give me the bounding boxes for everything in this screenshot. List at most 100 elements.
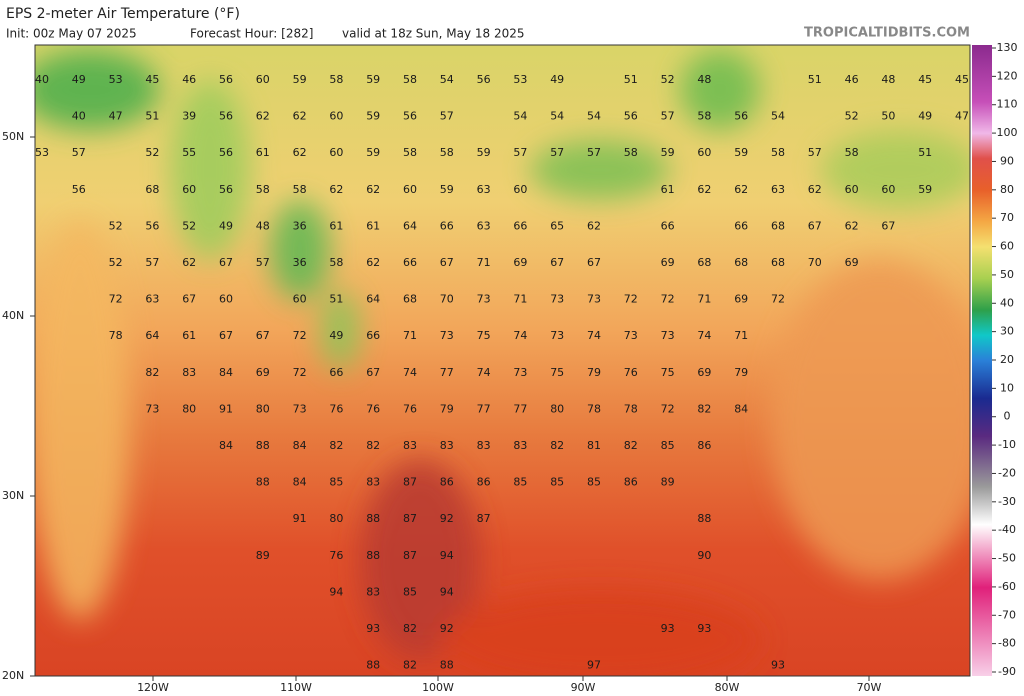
temperature-value: 82 xyxy=(366,439,380,452)
colorbar-label: 50 xyxy=(1000,268,1014,281)
temperature-value: 49 xyxy=(550,73,564,86)
temperature-value: 82 xyxy=(697,402,711,415)
temperature-value: 88 xyxy=(256,476,270,489)
temperature-value: 52 xyxy=(845,110,859,123)
temperature-value: 76 xyxy=(366,402,380,415)
temperature-value: 51 xyxy=(808,73,822,86)
temperature-value: 67 xyxy=(219,329,233,342)
temperature-value: 40 xyxy=(35,73,49,86)
temperature-value: 69 xyxy=(256,366,270,379)
temperature-value: 69 xyxy=(513,256,527,269)
temperature-value: 68 xyxy=(697,256,711,269)
temperature-value: 61 xyxy=(329,219,343,232)
colorbar-label: -20 xyxy=(998,466,1016,479)
lon-label: 80W xyxy=(715,681,740,694)
temperature-value: 88 xyxy=(697,512,711,525)
temperature-value: 92 xyxy=(440,622,454,635)
temperature-value: 85 xyxy=(587,476,601,489)
temperature-value: 72 xyxy=(624,293,638,306)
temperature-value: 74 xyxy=(477,366,491,379)
colorbar-label: 80 xyxy=(1000,183,1014,196)
temperature-value: 59 xyxy=(734,146,748,159)
temperature-value: 87 xyxy=(403,549,417,562)
temperature-value: 58 xyxy=(256,183,270,196)
temperature-value: 81 xyxy=(587,439,601,452)
temperature-value: 73 xyxy=(293,402,307,415)
temperature-value: 89 xyxy=(256,549,270,562)
temperature-value: 62 xyxy=(256,110,270,123)
temperature-value: 82 xyxy=(145,366,159,379)
temperature-value: 49 xyxy=(329,329,343,342)
temperature-value: 67 xyxy=(256,329,270,342)
temperature-value: 56 xyxy=(72,183,86,196)
title: EPS 2-meter Air Temperature (°F) xyxy=(6,6,240,22)
temperature-value: 93 xyxy=(771,659,785,672)
temperature-value: 60 xyxy=(219,293,233,306)
temperature-value: 62 xyxy=(587,219,601,232)
lon-label: 120W xyxy=(137,681,169,694)
temperature-value: 66 xyxy=(513,219,527,232)
colorbar-label: -10 xyxy=(998,438,1016,451)
temperature-value: 59 xyxy=(293,73,307,86)
temperature-value: 72 xyxy=(661,402,675,415)
temperature-value: 52 xyxy=(109,219,123,232)
temperature-value: 71 xyxy=(477,256,491,269)
temperature-value: 54 xyxy=(513,110,527,123)
lat-label: 50N xyxy=(2,130,24,143)
temperature-value: 61 xyxy=(366,219,380,232)
temperature-value: 74 xyxy=(513,329,527,342)
temperature-value: 57 xyxy=(256,256,270,269)
temperature-value: 70 xyxy=(440,293,454,306)
temperature-value: 68 xyxy=(145,183,159,196)
colorbar-label: 0 xyxy=(1004,410,1011,423)
temperature-value: 58 xyxy=(697,110,711,123)
temperature-value: 48 xyxy=(697,73,711,86)
lon-label: 90W xyxy=(571,681,596,694)
temperature-value: 83 xyxy=(182,366,196,379)
colorbar-label: -30 xyxy=(998,495,1016,508)
temperature-value: 67 xyxy=(587,256,601,269)
temperature-value: 74 xyxy=(403,366,417,379)
temperature-value: 69 xyxy=(845,256,859,269)
temperature-value: 58 xyxy=(329,256,343,269)
colorbar-label: 110 xyxy=(997,98,1018,111)
temperature-value: 57 xyxy=(587,146,601,159)
temperature-value: 73 xyxy=(440,329,454,342)
temperature-value: 69 xyxy=(661,256,675,269)
temperature-value: 58 xyxy=(403,73,417,86)
temperature-value: 82 xyxy=(403,659,417,672)
temperature-value: 76 xyxy=(329,402,343,415)
temperature-value: 61 xyxy=(182,329,196,342)
temperature-value: 85 xyxy=(661,439,675,452)
temperature-value: 79 xyxy=(734,366,748,379)
temperature-value: 64 xyxy=(403,219,417,232)
temperature-value: 58 xyxy=(293,183,307,196)
temperature-value: 84 xyxy=(293,476,307,489)
colorbar-label: 30 xyxy=(1000,325,1014,338)
temperature-value: 68 xyxy=(771,256,785,269)
temperature-value: 91 xyxy=(293,512,307,525)
temperature-value: 79 xyxy=(440,402,454,415)
temperature-value: 67 xyxy=(219,256,233,269)
temperature-value: 48 xyxy=(881,73,895,86)
temperature-value: 69 xyxy=(734,293,748,306)
temperature-value: 58 xyxy=(329,73,343,86)
temperature-value: 86 xyxy=(477,476,491,489)
temperature-value: 67 xyxy=(881,219,895,232)
temperature-value: 62 xyxy=(329,183,343,196)
temperature-value: 78 xyxy=(624,402,638,415)
colorbar-label: -80 xyxy=(998,637,1016,650)
temperature-value: 62 xyxy=(293,146,307,159)
temperature-value: 93 xyxy=(697,622,711,635)
temperature-value: 87 xyxy=(403,476,417,489)
temperature-value: 59 xyxy=(477,146,491,159)
temperature-value: 75 xyxy=(550,366,564,379)
temperature-value: 60 xyxy=(845,183,859,196)
temperature-value: 66 xyxy=(661,219,675,232)
temperature-value: 57 xyxy=(145,256,159,269)
temperature-value: 72 xyxy=(293,329,307,342)
temperature-value: 49 xyxy=(72,73,86,86)
temperature-value: 58 xyxy=(440,146,454,159)
temperature-value: 55 xyxy=(182,146,196,159)
